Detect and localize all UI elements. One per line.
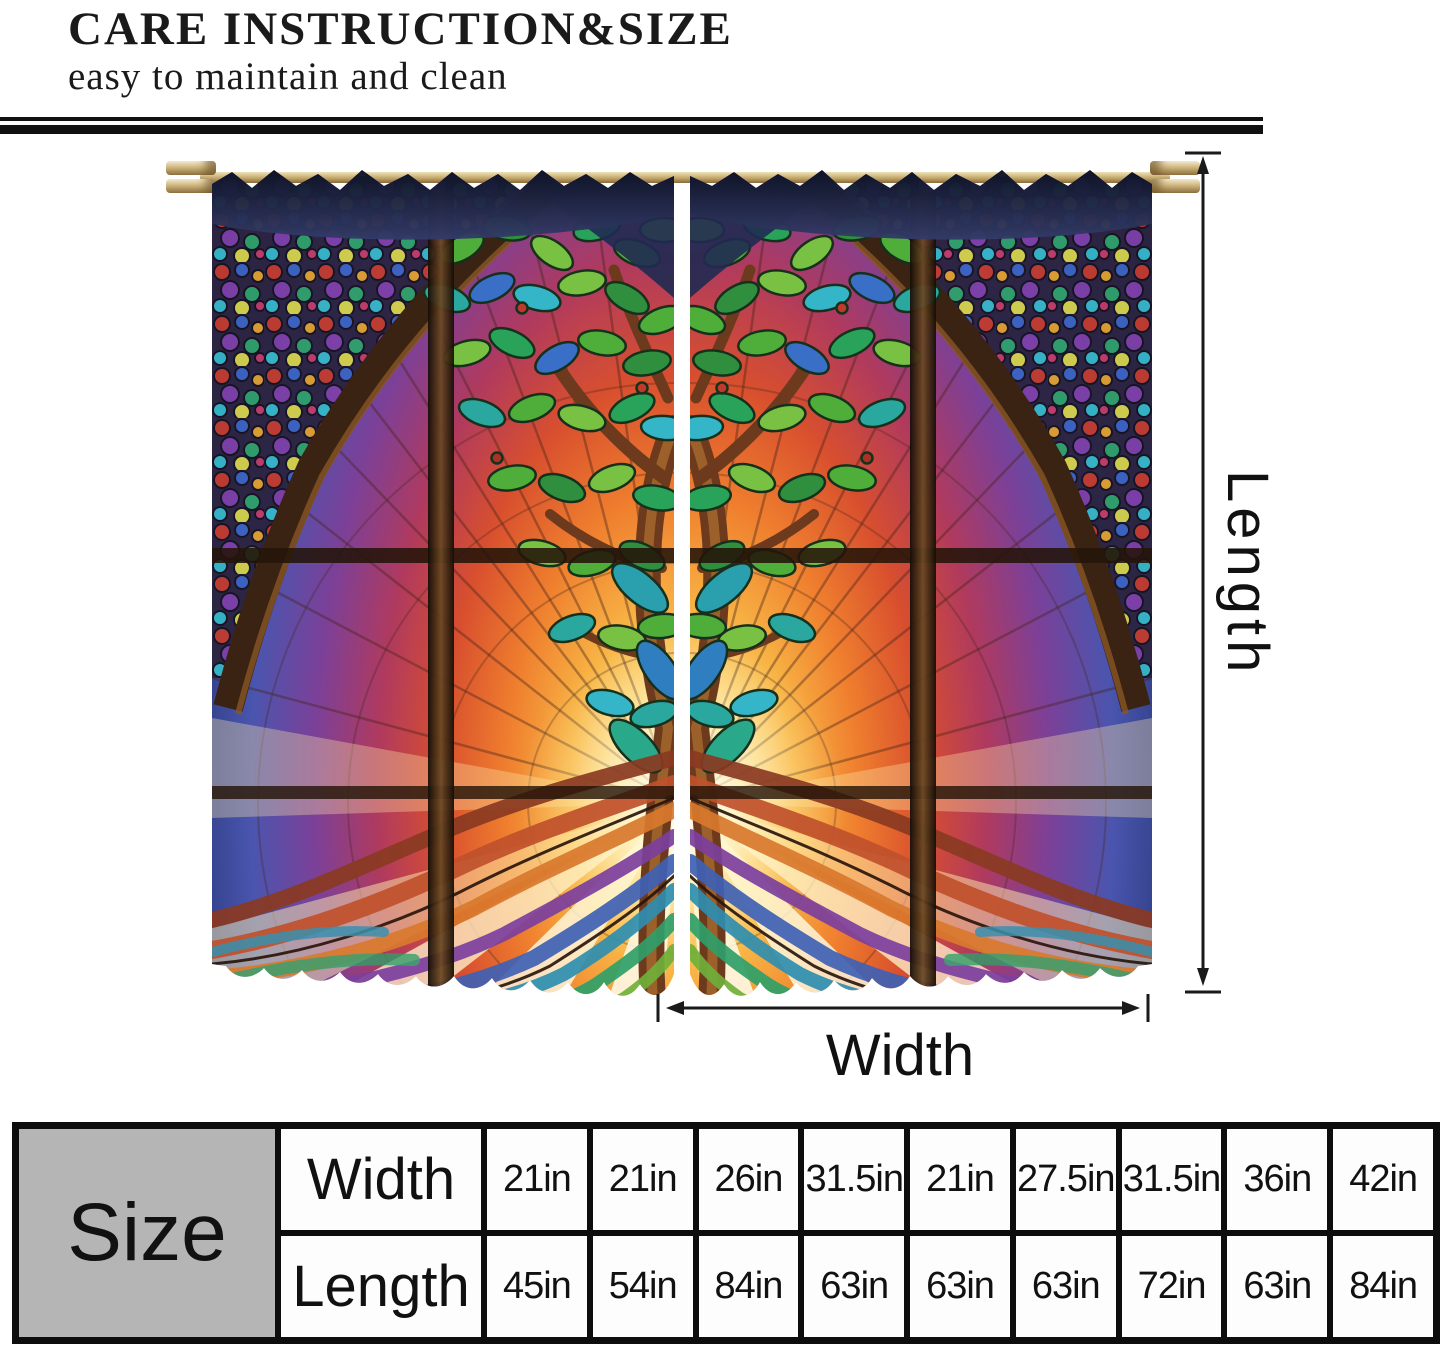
length-label: Length bbox=[1215, 470, 1280, 678]
length-row-label: Length bbox=[281, 1236, 481, 1337]
width-label: Width bbox=[825, 1023, 975, 1088]
page-title: CARE INSTRUCTION&SIZE bbox=[68, 3, 733, 55]
length-value-cell: 54in bbox=[592, 1236, 693, 1337]
rod-finial-left bbox=[166, 161, 216, 193]
width-arrow bbox=[656, 994, 1150, 1022]
length-value-cell: 63in bbox=[1227, 1236, 1328, 1337]
width-value-cell: 27.5in bbox=[1015, 1129, 1116, 1230]
divider-line-thin bbox=[0, 117, 1263, 121]
width-value-cell: 36in bbox=[1227, 1129, 1328, 1230]
width-value-cell: 31.5in bbox=[804, 1129, 905, 1230]
width-value-cell: 21in bbox=[910, 1129, 1010, 1230]
curtain-panel-left bbox=[212, 158, 674, 1016]
size-table: Size Width 21in 21in 26in 31.5in 21in 27… bbox=[12, 1122, 1440, 1344]
length-arrow bbox=[1185, 151, 1221, 994]
curtain-rod bbox=[200, 172, 1170, 183]
length-value-cell: 63in bbox=[1015, 1236, 1116, 1337]
stained-glass-art-mirrored bbox=[690, 158, 1152, 1016]
page-subtitle: easy to maintain and clean bbox=[68, 55, 508, 98]
divider-line-thick bbox=[0, 125, 1263, 134]
width-row-label: Width bbox=[281, 1129, 481, 1230]
length-value-cell: 84in bbox=[698, 1236, 799, 1337]
length-value-cell: 84in bbox=[1333, 1236, 1433, 1337]
stained-glass-art bbox=[212, 170, 674, 996]
width-value-cell: 42in bbox=[1333, 1129, 1433, 1230]
length-value-cell: 72in bbox=[1121, 1236, 1222, 1337]
width-value-cell: 26in bbox=[698, 1129, 799, 1230]
curtain-panel-right bbox=[690, 158, 1152, 1016]
length-value-cell: 63in bbox=[804, 1236, 905, 1337]
width-value-cell: 31.5in bbox=[1121, 1129, 1222, 1230]
size-table-corner: Size bbox=[19, 1129, 275, 1337]
width-value-cell: 21in bbox=[487, 1129, 587, 1230]
length-value-cell: 45in bbox=[487, 1236, 587, 1337]
width-value-cell: 21in bbox=[592, 1129, 693, 1230]
length-value-cell: 63in bbox=[910, 1236, 1010, 1337]
